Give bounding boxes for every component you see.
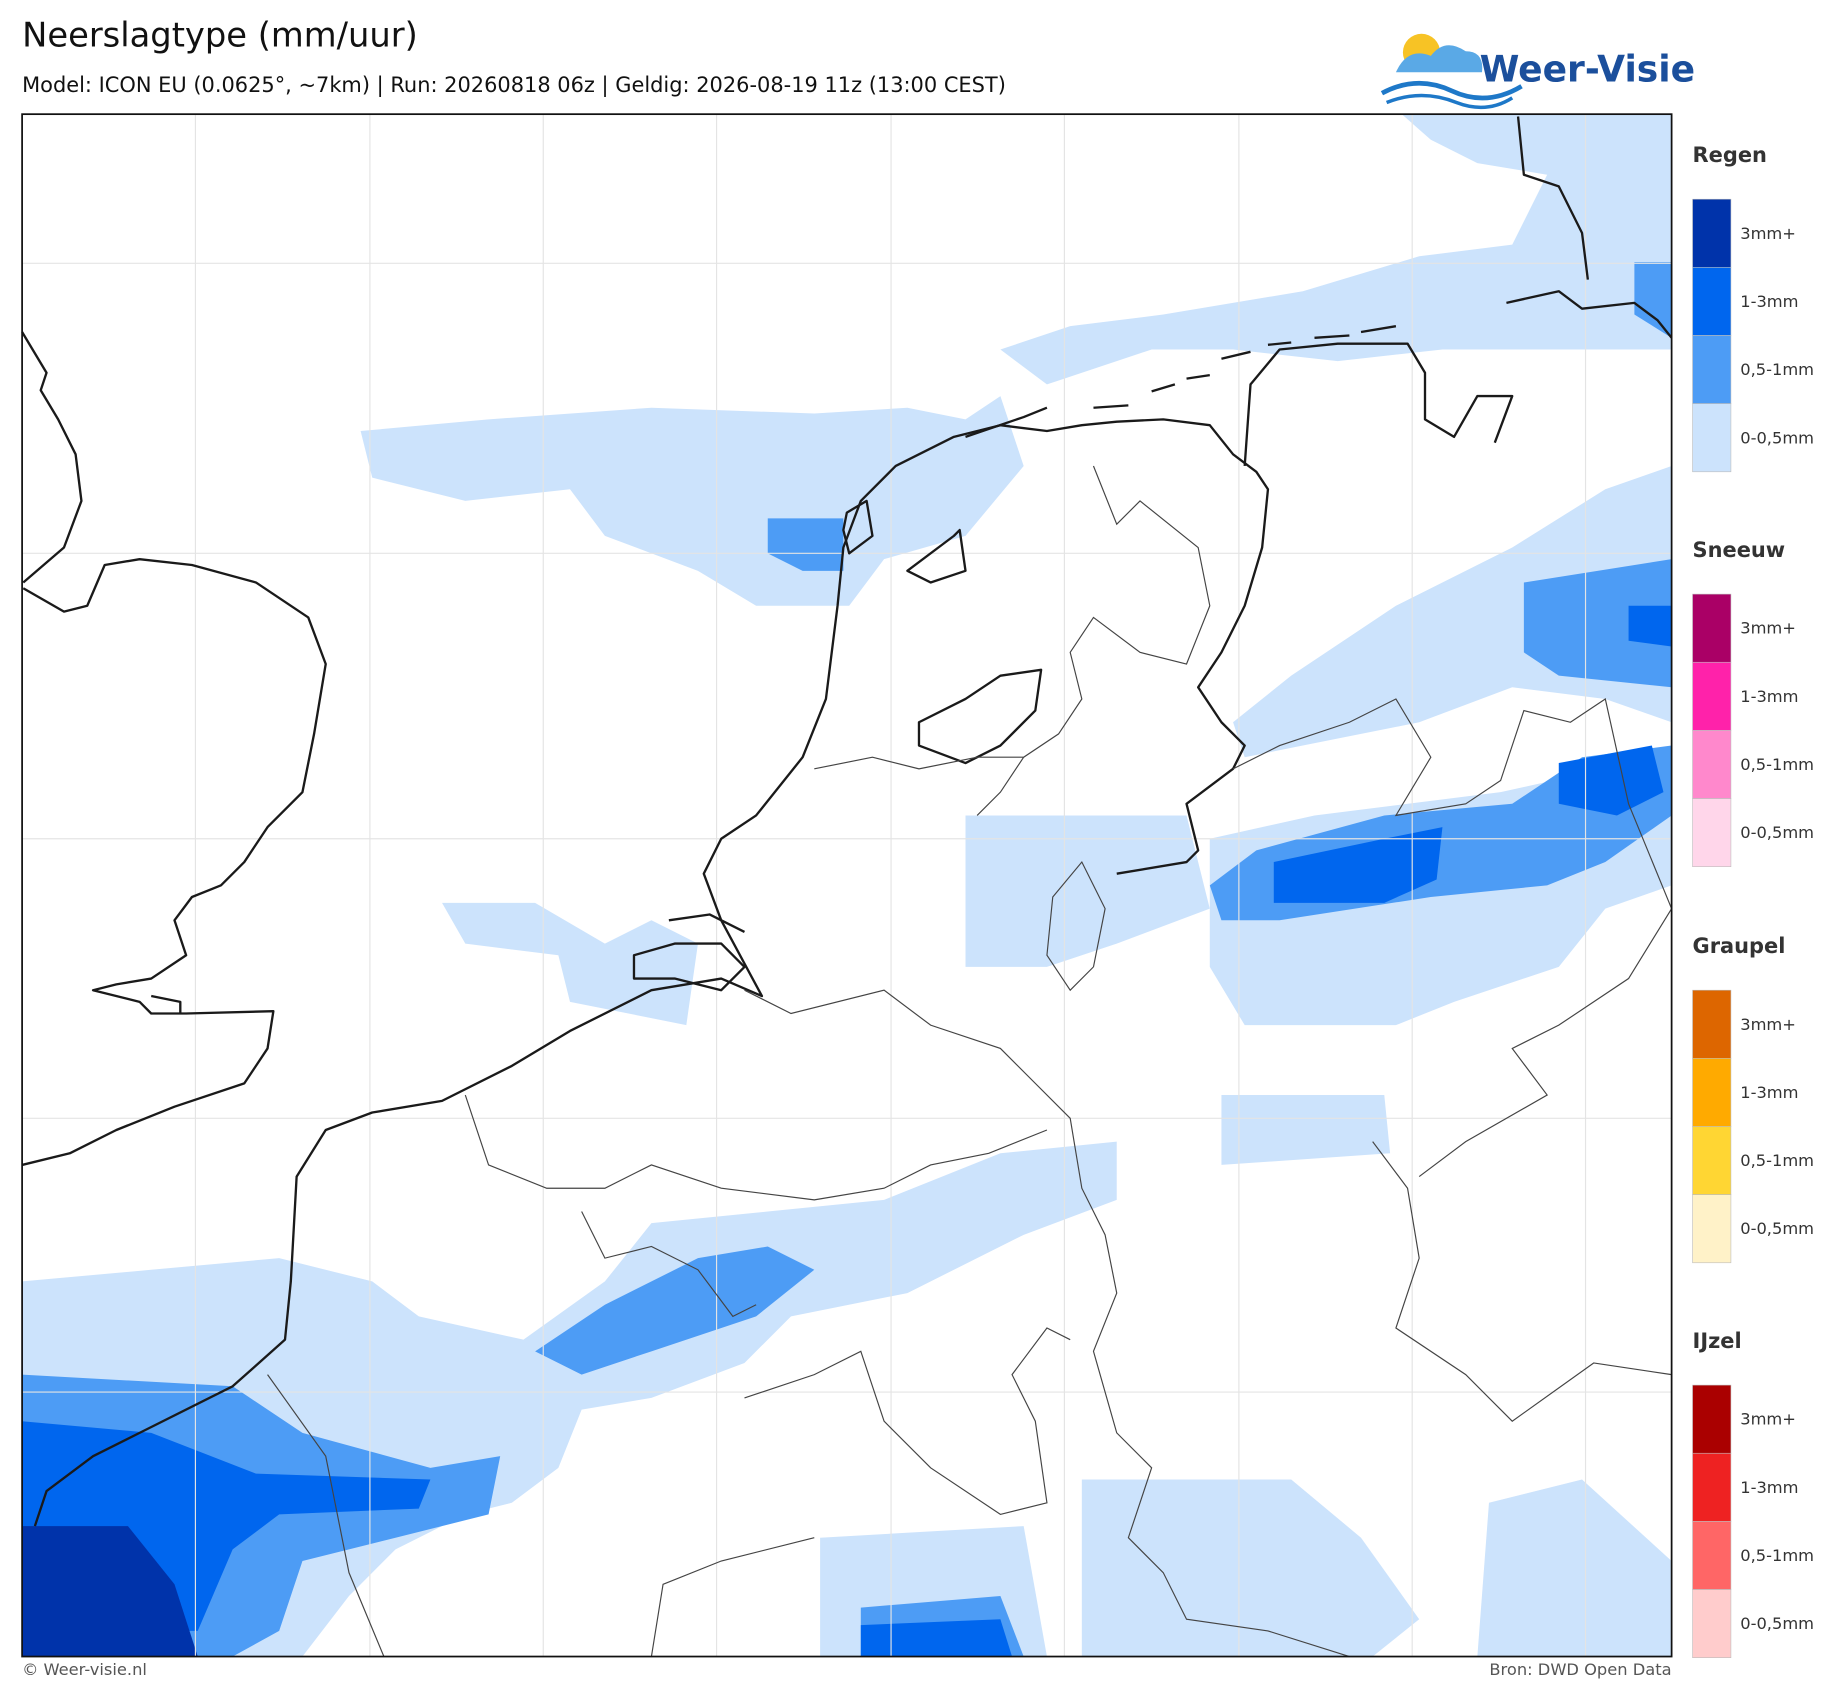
subtitle: Model: ICON EU (0.0625°, ~7km) | Run: 20… xyxy=(22,73,1006,98)
legend-label: 0-0,5mm xyxy=(1740,1614,1814,1633)
legend-label: 1-3mm xyxy=(1740,687,1798,706)
legend-label: 0-0,5mm xyxy=(1740,428,1814,447)
map xyxy=(21,113,1673,1658)
legend-swatch xyxy=(1692,1126,1732,1195)
legend-swatch xyxy=(1692,1384,1732,1454)
legend-swatch xyxy=(1692,267,1732,336)
legend-label: 0,5-1mm xyxy=(1740,1546,1814,1565)
footer-right: Bron: DWD Open Data xyxy=(1489,1660,1671,1679)
legend-swatch xyxy=(1692,1194,1732,1264)
legend-label: 3mm+ xyxy=(1740,1410,1796,1429)
legend-swatch xyxy=(1692,661,1732,731)
legend-swatch xyxy=(1692,989,1732,1059)
legend-title: Regen xyxy=(1693,143,1767,167)
title: Neerslagtype (mm/uur) xyxy=(22,16,418,55)
legend-swatch xyxy=(1692,1589,1732,1658)
grid xyxy=(22,114,1672,1657)
legend-swatch xyxy=(1692,1452,1732,1522)
footer-left: © Weer-visie.nl xyxy=(22,1660,147,1679)
legend-label: 0,5-1mm xyxy=(1740,755,1814,774)
legend-label: 3mm+ xyxy=(1740,619,1796,638)
legend-label: 3mm+ xyxy=(1740,1015,1796,1034)
legend-label: 3mm+ xyxy=(1740,224,1796,243)
legend-swatch xyxy=(1692,798,1732,868)
legend-label: 0-0,5mm xyxy=(1740,1219,1814,1238)
logo-text: Weer-Visie xyxy=(1480,49,1695,91)
borders xyxy=(267,465,1673,1658)
legend-swatch xyxy=(1692,1058,1732,1127)
legend: Regen 3mm+ 1-3mm 0,5-1mm 0-0,5mm Sneeuw 3mm+ 1-… xyxy=(1692,143,1814,1658)
legend-swatch xyxy=(1692,593,1732,663)
legend-swatch xyxy=(1692,335,1732,404)
legend-title: IJzel xyxy=(1693,1329,1742,1353)
legend-label: 1-3mm xyxy=(1740,292,1798,311)
legend-label: 0,5-1mm xyxy=(1740,360,1814,379)
legend-title: Sneeuw xyxy=(1693,538,1786,562)
legend-title: Graupel xyxy=(1693,934,1786,958)
legend-swatch xyxy=(1692,198,1732,268)
legend-swatch xyxy=(1692,403,1732,473)
legend-label: 0-0,5mm xyxy=(1740,823,1814,842)
coastlines xyxy=(21,116,1673,1527)
legend-label: 0,5-1mm xyxy=(1740,1151,1814,1170)
precipitation xyxy=(22,114,1672,1657)
legend-label: 1-3mm xyxy=(1740,1083,1798,1102)
legend-label: 1-3mm xyxy=(1740,1478,1798,1497)
logo: Weer-Visie xyxy=(1380,33,1695,110)
legend-swatch xyxy=(1692,1521,1732,1590)
legend-swatch xyxy=(1692,730,1732,799)
